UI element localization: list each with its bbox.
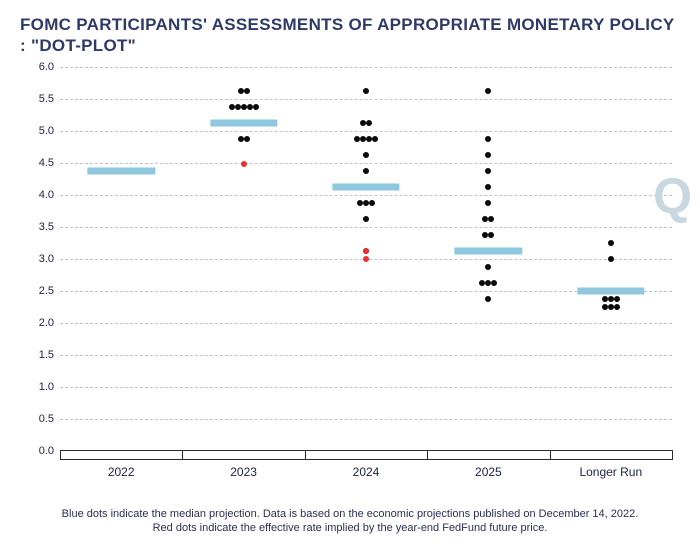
dot xyxy=(366,120,372,126)
dot xyxy=(485,88,491,94)
y-tick-label: 1.5 xyxy=(26,349,54,361)
grid-line xyxy=(60,131,672,132)
dot xyxy=(244,88,250,94)
median-band xyxy=(332,183,399,190)
grid-line xyxy=(60,387,672,388)
grid-line xyxy=(60,99,672,100)
dot xyxy=(485,264,491,270)
y-tick-label: 3.0 xyxy=(26,253,54,265)
bracket-bottom xyxy=(305,459,427,460)
dot xyxy=(614,304,620,310)
dot xyxy=(485,200,491,206)
y-tick-label: 4.0 xyxy=(26,189,54,201)
page-title: FOMC PARTICIPANTS' ASSESSMENTS OF APPROP… xyxy=(20,14,680,57)
footnote-line2: Red dots indicate the effective rate imp… xyxy=(153,522,548,534)
dot xyxy=(485,152,491,158)
y-tick-label: 6.0 xyxy=(26,61,54,73)
grid-line xyxy=(60,355,672,356)
dot xyxy=(485,136,491,142)
grid-line xyxy=(60,323,672,324)
dot xyxy=(244,136,250,142)
y-tick-label: 0.0 xyxy=(26,445,54,457)
y-tick-label: 4.5 xyxy=(26,157,54,169)
x-tick-label: 2024 xyxy=(311,465,421,479)
bracket-bottom xyxy=(427,459,549,460)
dot xyxy=(241,161,247,167)
bracket-bottom xyxy=(550,459,672,460)
grid-line xyxy=(60,163,672,164)
dot xyxy=(363,248,369,254)
dot-plot-chart: Q 0.00.51.01.52.02.53.03.54.04.55.05.56.… xyxy=(0,67,700,501)
dot xyxy=(608,240,614,246)
bracket-bottom xyxy=(182,459,304,460)
x-tick-label: 2025 xyxy=(433,465,543,479)
grid-line xyxy=(60,195,672,196)
dot xyxy=(369,200,375,206)
dot xyxy=(485,296,491,302)
median-band xyxy=(88,167,155,174)
dot xyxy=(363,88,369,94)
x-tick-label: Longer Run xyxy=(556,465,666,479)
median-band xyxy=(210,119,277,126)
category-divider xyxy=(672,450,673,460)
footnote-line1: Blue dots indicate the median projection… xyxy=(62,508,639,520)
dot xyxy=(488,232,494,238)
x-tick-label: 2022 xyxy=(66,465,176,479)
grid-line xyxy=(60,67,672,68)
dot xyxy=(491,280,497,286)
y-tick-label: 5.0 xyxy=(26,125,54,137)
dot xyxy=(485,168,491,174)
y-tick-label: 2.0 xyxy=(26,317,54,329)
footnote: Blue dots indicate the median projection… xyxy=(0,501,700,537)
grid-line xyxy=(60,419,672,420)
dot xyxy=(363,168,369,174)
dot xyxy=(363,216,369,222)
bracket-bottom xyxy=(60,459,182,460)
dot xyxy=(363,152,369,158)
dot xyxy=(608,256,614,262)
y-tick-label: 5.5 xyxy=(26,93,54,105)
y-tick-label: 1.0 xyxy=(26,381,54,393)
y-tick-label: 2.5 xyxy=(26,285,54,297)
dot xyxy=(372,136,378,142)
dot xyxy=(363,256,369,262)
median-band xyxy=(455,247,522,254)
dot xyxy=(253,104,259,110)
plot-area xyxy=(60,67,672,451)
dot xyxy=(485,184,491,190)
x-tick-label: 2023 xyxy=(189,465,299,479)
grid-line xyxy=(60,227,672,228)
dot xyxy=(614,296,620,302)
dot xyxy=(488,216,494,222)
median-band xyxy=(577,287,644,294)
y-tick-label: 3.5 xyxy=(26,221,54,233)
y-tick-label: 0.5 xyxy=(26,413,54,425)
